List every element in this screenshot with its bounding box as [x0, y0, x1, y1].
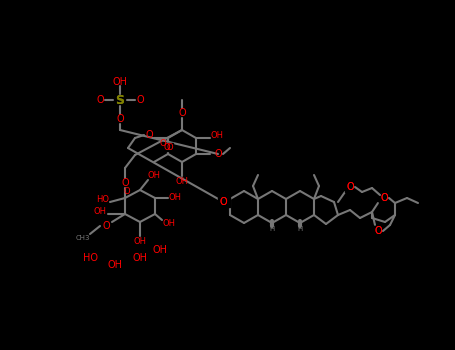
Text: HO: HO	[82, 253, 97, 263]
Text: OH: OH	[133, 238, 147, 246]
Text: O: O	[124, 187, 130, 196]
Bar	[373, 226, 385, 236]
Text: O: O	[219, 197, 227, 207]
Text: OH: OH	[107, 260, 122, 270]
Text: O: O	[96, 95, 104, 105]
Text: OH: OH	[211, 132, 223, 140]
Text: OH: OH	[152, 245, 167, 255]
Text: O: O	[121, 178, 129, 188]
Text: H: H	[269, 226, 275, 232]
Text: O: O	[346, 182, 354, 192]
Text: H: H	[298, 226, 303, 232]
Text: OH: OH	[147, 172, 161, 181]
Text: O: O	[374, 226, 382, 236]
Text: OH: OH	[168, 194, 182, 203]
Text: S: S	[116, 93, 125, 106]
Bar	[113, 94, 127, 106]
Text: O: O	[136, 95, 144, 105]
Bar	[345, 182, 357, 192]
Text: O: O	[167, 142, 173, 152]
Text: O: O	[346, 182, 354, 192]
Text: CH3: CH3	[76, 235, 90, 241]
Text: S: S	[116, 93, 125, 106]
Bar	[379, 193, 391, 203]
Text: O: O	[178, 108, 186, 118]
Text: O: O	[102, 221, 110, 231]
Text: O: O	[219, 197, 227, 207]
Text: OH: OH	[162, 219, 176, 229]
Text: OH: OH	[112, 77, 127, 87]
Text: OH: OH	[93, 208, 106, 217]
Text: OH: OH	[176, 176, 188, 186]
Text: HO: HO	[96, 196, 110, 204]
Text: O: O	[164, 142, 170, 152]
Text: O: O	[116, 114, 124, 124]
Bar	[161, 143, 173, 151]
Bar	[218, 197, 230, 207]
Text: O: O	[214, 149, 222, 159]
Text: O: O	[160, 139, 167, 147]
Text: O: O	[145, 130, 153, 140]
Text: O: O	[380, 193, 388, 203]
Text: OH: OH	[132, 253, 147, 263]
Text: O: O	[374, 226, 382, 236]
Text: O: O	[380, 193, 388, 203]
